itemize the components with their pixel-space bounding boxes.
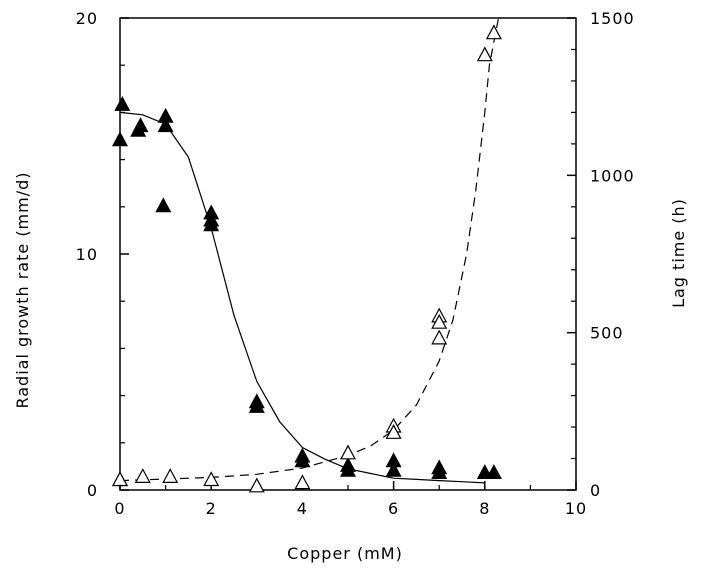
lag-time-point bbox=[339, 444, 357, 460]
lag-time-point bbox=[162, 468, 179, 483]
plot-frame bbox=[119, 17, 577, 491]
lag-time-point bbox=[294, 474, 311, 490]
y2-tick-label: 1500 bbox=[590, 9, 635, 28]
growth-rate-point bbox=[248, 398, 265, 413]
y2-tick-label: 1000 bbox=[590, 166, 635, 185]
y-axis-label: Radial growth rate (mm/d) bbox=[13, 171, 32, 408]
x-tick-label: 10 bbox=[565, 499, 587, 518]
lag-time-point bbox=[203, 471, 220, 487]
lag-time-point bbox=[485, 24, 502, 40]
x-tick-label: 8 bbox=[479, 499, 490, 518]
growth-rate-fit-curve bbox=[119, 111, 485, 484]
growth-rate-point bbox=[130, 121, 147, 137]
growth-rate-point bbox=[485, 464, 502, 479]
data-points bbox=[111, 24, 502, 493]
axis-ticks bbox=[119, 17, 577, 491]
y-tick-label: 10 bbox=[76, 245, 98, 264]
lag-time-point bbox=[431, 329, 448, 345]
growth-rate-point bbox=[155, 197, 172, 213]
y-tick-label: 20 bbox=[76, 9, 98, 28]
lag-time-point bbox=[248, 477, 265, 493]
growth-rate-point bbox=[111, 131, 129, 147]
lag-time-point bbox=[476, 46, 493, 62]
growth-rate-point bbox=[203, 216, 220, 232]
growth-rate-point bbox=[431, 464, 448, 479]
y2-tick-label: 500 bbox=[590, 324, 624, 343]
lag-time-point bbox=[385, 424, 402, 439]
lag-time-fit-curve bbox=[119, 17, 500, 482]
growth-rate-point bbox=[294, 452, 311, 468]
x-tick-label: 4 bbox=[297, 499, 308, 518]
lag-time-point bbox=[111, 471, 129, 487]
x-tick-label: 2 bbox=[206, 499, 217, 518]
x-tick-label: 6 bbox=[388, 499, 399, 518]
fit-curves bbox=[119, 17, 500, 484]
lag-time-point bbox=[431, 313, 448, 329]
growth-rate-point bbox=[385, 461, 402, 477]
growth-rate-point bbox=[114, 96, 131, 111]
y-tick-label: 0 bbox=[87, 481, 98, 500]
x-axis-label: Copper (mM) bbox=[287, 544, 403, 563]
lag-time-point bbox=[134, 468, 151, 483]
y2-tick-label: 0 bbox=[590, 481, 601, 500]
y2-axis-label: Lag time (h) bbox=[669, 198, 688, 308]
growth-rate-point bbox=[157, 117, 174, 133]
growth-rate-point bbox=[339, 461, 357, 477]
x-tick-label: 0 bbox=[114, 499, 125, 518]
